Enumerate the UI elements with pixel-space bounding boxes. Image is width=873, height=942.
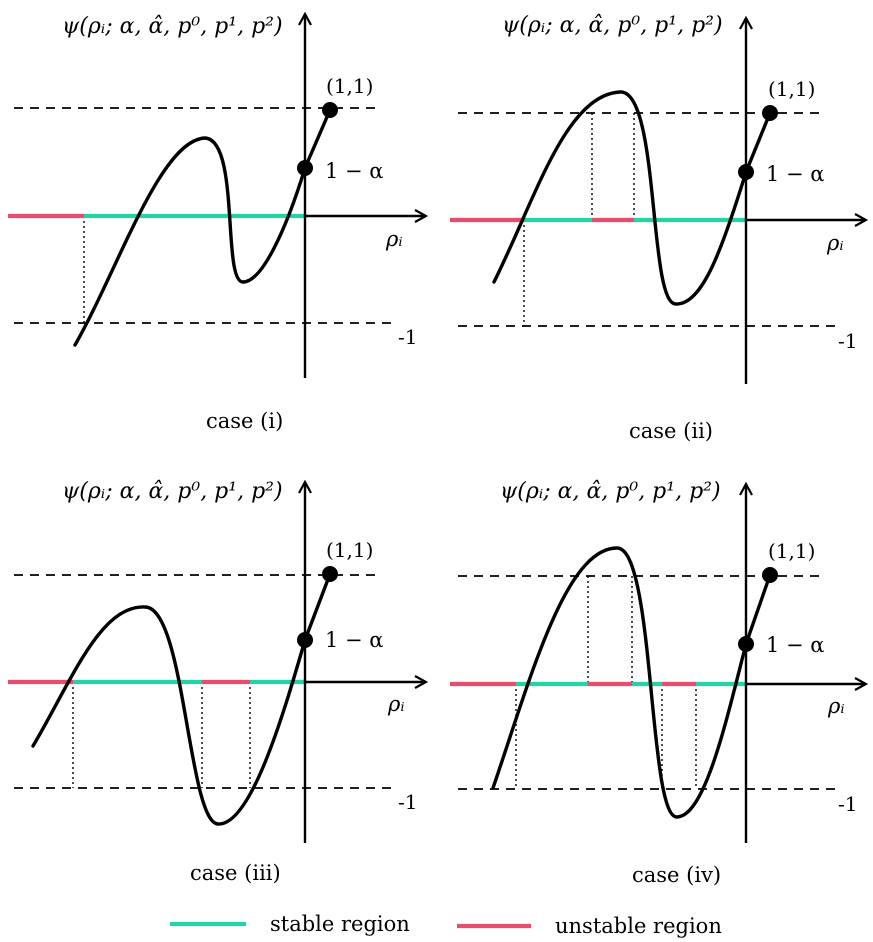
- lower-level-label: -1: [838, 329, 857, 353]
- response-curve: [31, 572, 332, 826]
- case-caption: case (iv): [632, 863, 721, 887]
- intercept-point: [297, 160, 313, 176]
- lower-level-label: -1: [398, 325, 417, 349]
- endpoint-marker: [762, 567, 778, 583]
- point-top-label: (1,1): [326, 538, 373, 562]
- x-axis-label: ρᵢ: [385, 227, 403, 251]
- intercept-point: [738, 164, 754, 180]
- point-top-label: (1,1): [326, 74, 373, 98]
- panel-case-ii: ψ(ρᵢ; α, α̂, p⁰, p¹, p²) (1,1) 1 − α ρᵢ …: [450, 13, 866, 443]
- lower-level-label: -1: [838, 792, 857, 816]
- legend-stable-label: stable region: [270, 912, 410, 936]
- y-axis-label: ψ(ρᵢ; α, α̂, p⁰, p¹, p²): [500, 479, 721, 504]
- response-curve: [492, 90, 772, 306]
- x-axis-label: ρᵢ: [826, 231, 844, 255]
- case-caption: case (i): [206, 409, 283, 433]
- x-axis-label: ρᵢ: [827, 694, 845, 718]
- panel-case-iv: ψ(ρᵢ; α, α̂, p⁰, p¹, p²) (1,1) 1 − α ρᵢ …: [450, 479, 866, 887]
- y-axis-label: ψ(ρᵢ; α, α̂, p⁰, p¹, p²): [502, 13, 723, 38]
- intercept-label: 1 − α: [766, 162, 825, 186]
- intercept-label: 1 − α: [766, 633, 825, 657]
- x-axis-label: ρᵢ: [387, 692, 405, 716]
- point-top-label: (1,1): [768, 77, 815, 101]
- legend: stable region unstable region: [170, 912, 722, 938]
- y-axis-label: ψ(ρᵢ; α, α̂, p⁰, p¹, p²): [62, 14, 283, 39]
- endpoint-marker: [322, 566, 338, 582]
- lower-level-label: -1: [398, 790, 417, 814]
- panel-case-i: ψ(ρᵢ; α, α̂, p⁰, p¹, p²) (1,1) 1 − α ρᵢ …: [8, 14, 426, 433]
- response-curve: [73, 108, 332, 347]
- case-caption: case (iii): [190, 861, 281, 885]
- point-top-label: (1,1): [768, 539, 815, 563]
- endpoint-marker: [762, 105, 778, 121]
- case-caption: case (ii): [629, 419, 713, 443]
- panel-case-iii: ψ(ρᵢ; α, α̂, p⁰, p¹, p²) (1,1) 1 − α ρᵢ …: [8, 479, 426, 885]
- intercept-label: 1 − α: [325, 628, 384, 652]
- legend-unstable-label: unstable region: [555, 914, 722, 938]
- y-axis-label: ψ(ρᵢ; α, α̂, p⁰, p¹, p²): [62, 479, 283, 504]
- intercept-point: [297, 632, 313, 648]
- intercept-label: 1 − α: [325, 159, 384, 183]
- response-curve: [491, 546, 772, 819]
- intercept-point: [738, 636, 754, 652]
- endpoint-marker: [322, 102, 338, 118]
